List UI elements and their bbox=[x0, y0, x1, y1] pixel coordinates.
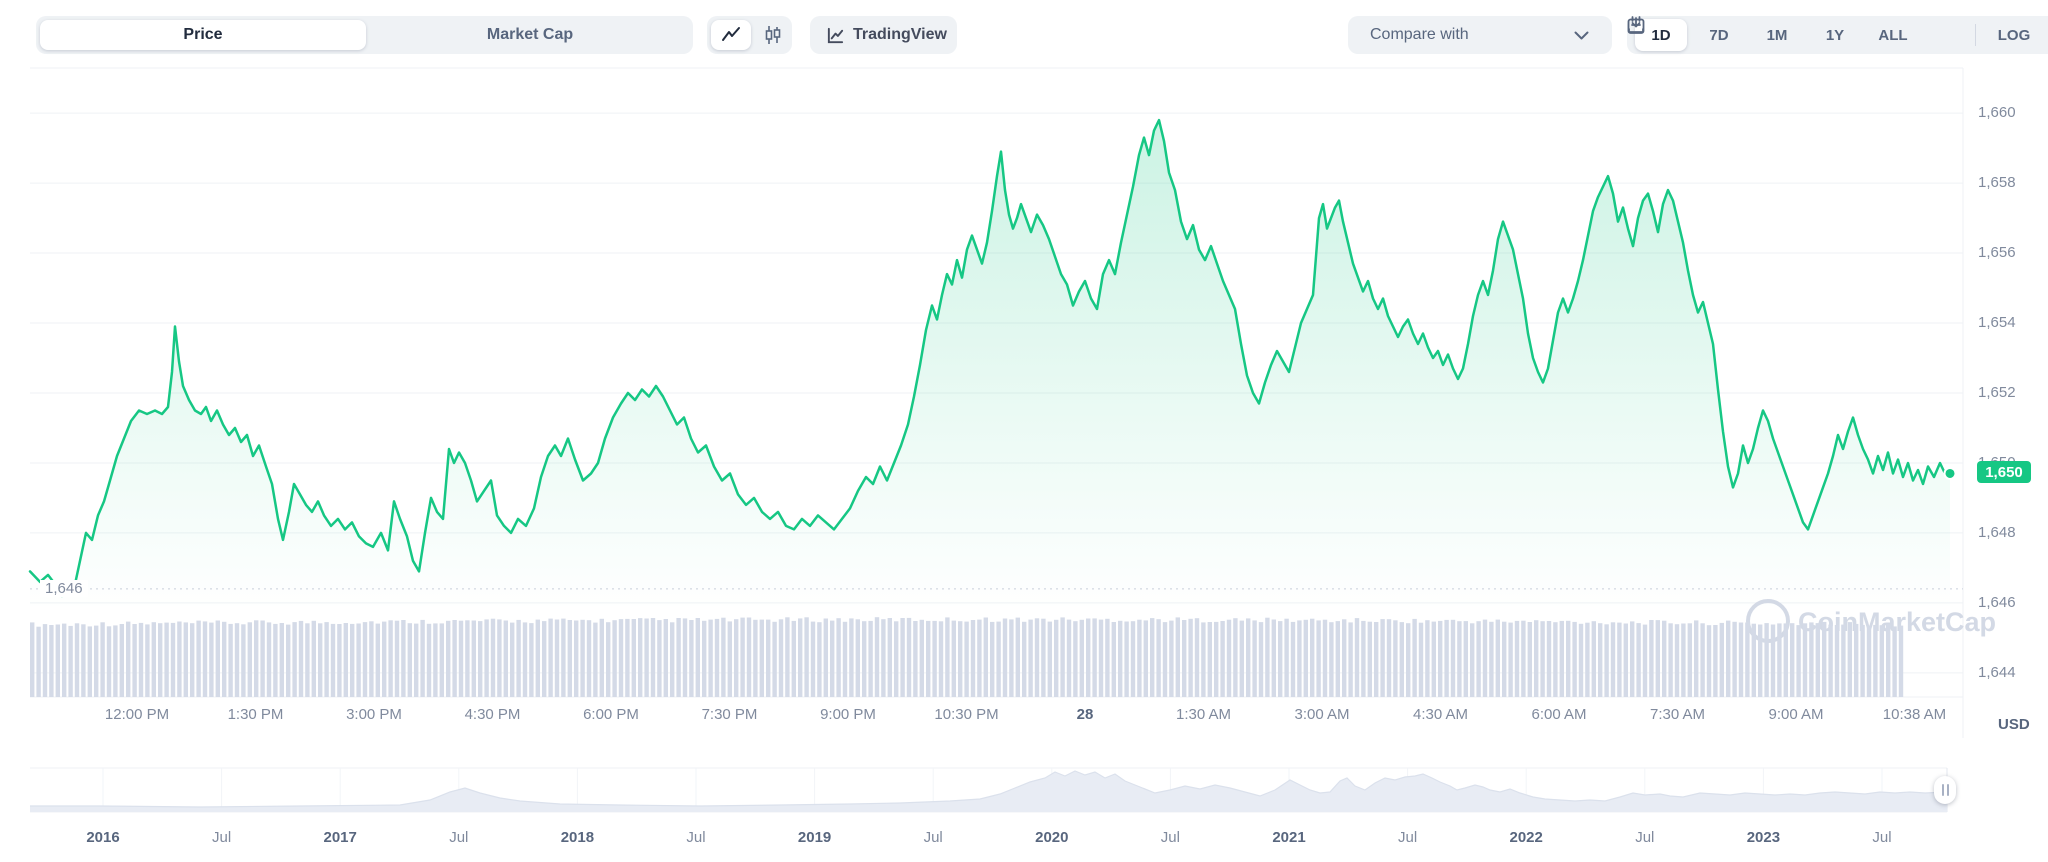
minimap-tick-label: 2016 bbox=[86, 829, 120, 846]
range-button-all[interactable]: ALL bbox=[1878, 26, 1908, 44]
price-tab-label[interactable]: Price bbox=[183, 26, 223, 43]
price-area-fill bbox=[30, 120, 1950, 698]
volume-bars bbox=[30, 617, 1904, 697]
minimap-tick-label: 2020 bbox=[1035, 829, 1069, 846]
x-tick-label: 1:30 PM bbox=[227, 706, 284, 723]
minimap-tick-label: 2018 bbox=[560, 829, 595, 846]
y-tick-label: 1,654 bbox=[1978, 314, 2016, 332]
svg-text:CoinMarketCap: CoinMarketCap bbox=[1798, 607, 1996, 637]
minimap-tick-label: 2023 bbox=[1746, 829, 1781, 846]
minimap-tick-label: Jul bbox=[1635, 829, 1655, 846]
tradingview-icon bbox=[827, 27, 844, 44]
marketcap-tab[interactable]: Market Cap bbox=[486, 26, 574, 43]
x-tick-label: 7:30 AM bbox=[1649, 706, 1706, 723]
x-tick-label: 9:00 PM bbox=[820, 706, 876, 723]
minimap-tick-label: Jul bbox=[1398, 829, 1418, 846]
price-tab[interactable] bbox=[40, 20, 366, 50]
minimap-area[interactable] bbox=[30, 771, 1947, 812]
minimap-tick-label: Jul bbox=[923, 829, 943, 846]
x-tick-label: 12:00 PM bbox=[104, 706, 170, 723]
log-scale-button[interactable]: LOG bbox=[1997, 26, 2031, 44]
x-tick-label: 4:30 PM bbox=[464, 706, 521, 723]
x-tick-label: 10:30 PM bbox=[934, 706, 999, 723]
minimap-tick-label: 2022 bbox=[1509, 829, 1543, 846]
minimap-tick-label: Jul bbox=[686, 829, 706, 846]
price-marketcap-toggle: Price Market Cap bbox=[36, 16, 693, 54]
x-tick-label: 6:00 AM bbox=[1531, 706, 1587, 723]
x-tick-label: 3:00 PM bbox=[346, 706, 402, 723]
minimap-tick-label: Jul bbox=[1872, 829, 1892, 846]
x-tick-label: 4:30 AM bbox=[1412, 706, 1469, 723]
x-tick-label: 9:00 AM bbox=[1768, 706, 1824, 723]
y-tick-label: 1,652 bbox=[1978, 383, 2016, 401]
tradingview-label: TradingView bbox=[853, 26, 947, 43]
y-tick-label: 1,660 bbox=[1978, 104, 2016, 122]
range-button-1m[interactable]: 1M bbox=[1766, 26, 1788, 44]
download-icon bbox=[1628, 17, 1644, 33]
minimap-range-handle[interactable] bbox=[1934, 776, 1956, 804]
x-tick-label: 3:00 AM bbox=[1294, 706, 1350, 723]
compare-with-dropdown[interactable]: Compare with bbox=[1348, 16, 1612, 54]
x-tick-label: 7:30 PM bbox=[701, 706, 758, 723]
session-low-label: 1,646 bbox=[40, 580, 88, 597]
y-tick-label: 1,646 bbox=[1978, 593, 2016, 611]
y-tick-label: 1,658 bbox=[1978, 174, 2016, 192]
x-tick-label: 1:30 AM bbox=[1175, 706, 1232, 723]
minimap-tick-label: 2017 bbox=[323, 829, 357, 846]
candlestick-chart-icon[interactable] bbox=[763, 25, 783, 45]
range-button-7d[interactable]: 7D bbox=[1709, 26, 1729, 44]
toolbar-divider bbox=[1975, 24, 1976, 46]
minimap-tick-label: Jul bbox=[449, 829, 469, 846]
price-line bbox=[28, 118, 1952, 598]
minimap-tick-label: 2019 bbox=[797, 829, 832, 846]
y-tick-label: 1,644 bbox=[1978, 663, 2016, 681]
range-button-1y[interactable]: 1Y bbox=[1825, 26, 1845, 44]
minimap-line bbox=[30, 770, 1948, 808]
line-chart-icon[interactable] bbox=[721, 26, 741, 44]
tradingview-button[interactable]: TradingView bbox=[810, 16, 957, 54]
x-tick-label: 28 bbox=[1076, 706, 1094, 723]
compare-with-label: Compare with bbox=[1370, 26, 1469, 43]
currency-unit-label: USD bbox=[1998, 716, 2030, 733]
y-tick-label: 1,656 bbox=[1978, 244, 2016, 262]
minimap-tick-label: 2021 bbox=[1272, 829, 1306, 846]
minimap-tick-label: Jul bbox=[212, 829, 232, 846]
x-tick-label: 10:38 AM bbox=[1882, 706, 1947, 723]
current-price-dot bbox=[1943, 466, 1957, 480]
current-price-badge: 1,650 bbox=[1977, 461, 2031, 483]
calendar-button[interactable] bbox=[1627, 16, 1963, 51]
x-tick-label: 6:00 PM bbox=[583, 706, 639, 723]
chart-type-toggle bbox=[707, 16, 792, 54]
chevron-down-icon bbox=[1574, 31, 1589, 40]
time-range-group: 1D 7D 1M 1Y ALL LOG bbox=[1627, 16, 2048, 54]
minimap-tick-label: Jul bbox=[1160, 829, 1180, 846]
y-tick-label: 1,648 bbox=[1978, 523, 2016, 541]
